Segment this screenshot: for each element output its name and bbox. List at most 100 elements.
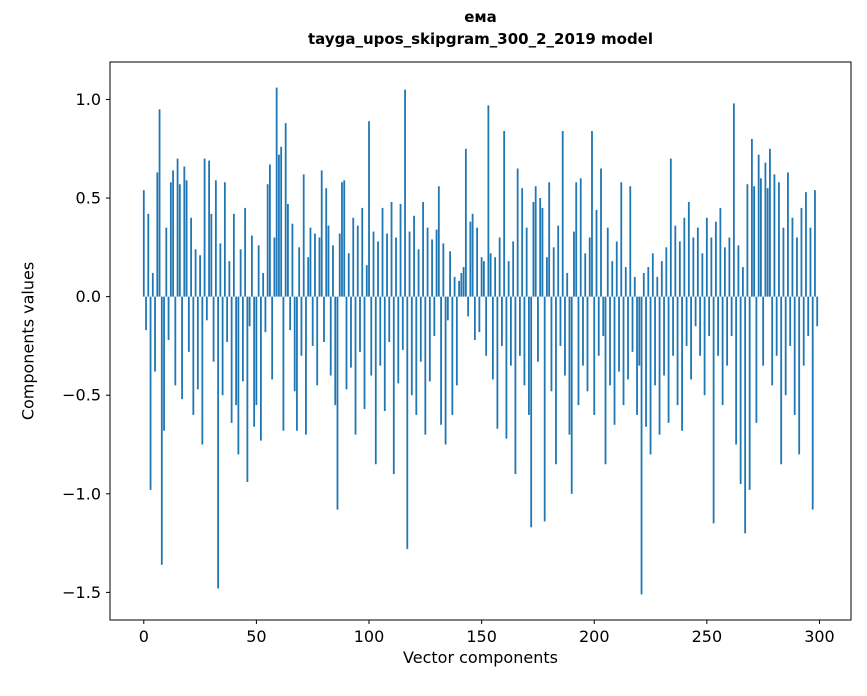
bar [548, 182, 551, 297]
bar [305, 296, 307, 435]
bar [417, 249, 420, 297]
bar [437, 186, 440, 297]
bar [338, 233, 341, 297]
bar [291, 223, 294, 297]
bar [494, 257, 497, 297]
bar [789, 296, 792, 346]
bar [167, 296, 170, 341]
bar [408, 231, 411, 297]
bar [809, 227, 812, 297]
bar [210, 213, 213, 297]
bar [476, 227, 479, 297]
bar [532, 201, 535, 297]
bar [663, 296, 665, 376]
bar [510, 296, 512, 366]
bar [503, 131, 506, 297]
bar [739, 296, 742, 484]
bar [205, 296, 208, 321]
x-tick-label: 50 [246, 627, 266, 646]
bar [284, 123, 287, 297]
bar [444, 296, 447, 445]
bar [426, 227, 429, 297]
bar [793, 296, 796, 415]
bar [814, 190, 816, 297]
bar [406, 296, 409, 550]
y-axis-label: Components values [18, 261, 38, 421]
bar [723, 247, 726, 297]
bar [316, 296, 319, 386]
bar [320, 170, 323, 297]
bar [478, 296, 481, 333]
bar [505, 296, 508, 439]
bar [253, 296, 256, 427]
bar [201, 296, 204, 445]
bar [588, 237, 591, 297]
bar [314, 233, 316, 297]
bar [645, 296, 647, 427]
bar [386, 233, 388, 297]
bar [595, 209, 598, 297]
x-tick-label: 100 [354, 627, 385, 646]
bar [546, 257, 548, 297]
bar [361, 207, 364, 297]
bar [318, 237, 321, 297]
bar [370, 296, 373, 376]
bar [174, 296, 177, 386]
bar [719, 207, 722, 297]
bar [613, 296, 616, 425]
bar [363, 296, 366, 410]
bar [498, 237, 501, 297]
bar [633, 276, 636, 297]
bar [609, 296, 611, 386]
bar [307, 257, 310, 297]
bar [620, 182, 623, 297]
bar [460, 272, 463, 297]
bar [302, 174, 305, 297]
bar [523, 296, 526, 386]
bar [564, 296, 566, 376]
bar [169, 182, 172, 297]
y-tick-label: 0.0 [76, 287, 101, 306]
bar [541, 207, 544, 297]
bar [566, 272, 569, 297]
bar [451, 296, 454, 415]
bar [631, 296, 634, 352]
bar [368, 121, 370, 297]
bar [165, 227, 168, 297]
bar [473, 296, 476, 341]
bar [537, 296, 539, 362]
bar [773, 174, 776, 297]
bar [669, 158, 672, 297]
bar [431, 239, 433, 297]
bar [149, 296, 152, 490]
bar [568, 296, 571, 435]
bar [579, 178, 582, 297]
bar [282, 296, 285, 431]
bar [280, 146, 283, 297]
bar [760, 178, 762, 297]
bar [336, 296, 339, 510]
bar [194, 249, 197, 297]
bar [172, 170, 174, 297]
bar [638, 296, 641, 366]
bar [687, 201, 690, 297]
bar [624, 267, 627, 297]
bar [658, 296, 661, 435]
bar [217, 296, 220, 589]
x-tick-label: 150 [466, 627, 497, 646]
bar [296, 296, 298, 431]
bar [489, 253, 492, 297]
bar [766, 188, 769, 297]
bar [528, 296, 530, 415]
bar [660, 261, 663, 297]
bar [496, 296, 499, 429]
bar [163, 296, 165, 431]
bar [539, 198, 542, 297]
bar [807, 296, 810, 337]
bar [784, 296, 787, 396]
bar [555, 296, 557, 465]
bar [383, 296, 386, 411]
bar [158, 109, 161, 297]
bar [151, 272, 154, 297]
